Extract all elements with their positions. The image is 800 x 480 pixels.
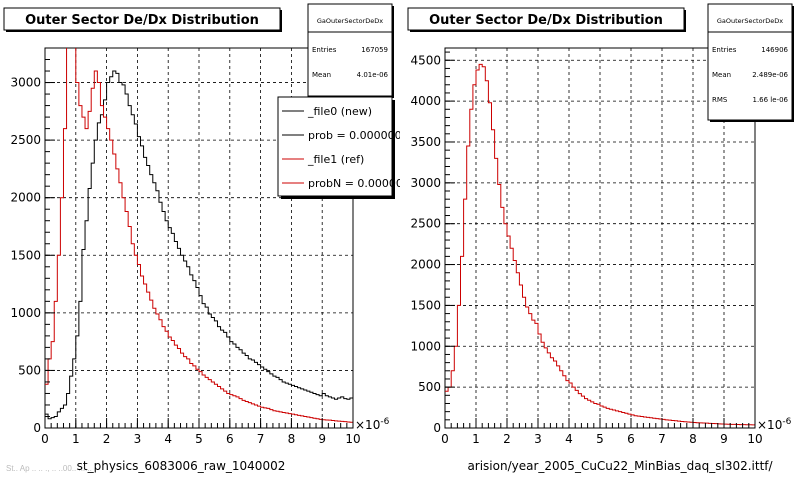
x-tick-label: 7	[658, 432, 666, 446]
stats-value: 1.66 le-06	[753, 96, 789, 104]
stats-value: 167059	[361, 46, 388, 54]
y-tick-label: 0	[33, 421, 41, 435]
x-tick-label: 6	[226, 432, 234, 446]
x-tick-label: 9	[720, 432, 728, 446]
y-tick-label: 2500	[10, 133, 41, 147]
x-tick-label: 3	[134, 432, 142, 446]
y-tick-label: 3000	[10, 76, 41, 90]
y-tick-label: 500	[18, 363, 41, 377]
series-line-0	[445, 63, 755, 426]
y-tick-label: 2000	[410, 258, 441, 272]
stats-label: Entries	[712, 46, 737, 54]
stats-box	[307, 3, 393, 97]
x-tick-label: 5	[596, 432, 604, 446]
x-exponent-label: ×10-6	[355, 417, 390, 432]
y-tick-label: 3000	[410, 176, 441, 190]
x-tick-label: 8	[689, 432, 697, 446]
stats-value: 2.489e-06	[752, 71, 788, 79]
chart-title: Outer Sector De/Dx Distribution	[25, 13, 259, 28]
y-tick-label: 0	[433, 421, 441, 435]
y-tick-label: 3500	[410, 135, 441, 149]
x-axis-label: st_physics_6083006_raw_1040002	[77, 459, 286, 473]
series-line-1	[45, 48, 353, 423]
x-tick-label: 2	[103, 432, 111, 446]
stats-title: GaOuterSectorDeDx	[717, 17, 783, 25]
stats-title: GaOuterSectorDeDx	[317, 17, 383, 25]
x-tick-label: 4	[164, 432, 172, 446]
x-tick-label: 6	[627, 432, 635, 446]
chart-left: 0 1 2 3 4 5 6 7 8 9 10 0 500 1000 1500 2000 2500 3000 ×10-…	[3, 3, 400, 473]
y-tick-label: 1000	[10, 306, 41, 320]
x-axis-label: arision/year_2005_CuCu22_MinBias_daq_sl3…	[467, 459, 773, 473]
x-tick-label: 5	[195, 432, 203, 446]
x-tick-label: 1	[472, 432, 480, 446]
footer-faint-text: St.. Ap .. .. ., .. ..00.. ..:...	[6, 464, 92, 473]
chart-right: 0 1 2 3 4 5 6 7 8 9 10 0 500 1000 1500 2000 2500 3000 3500…	[407, 3, 794, 473]
x-tick-label: 10	[345, 432, 360, 446]
y-tick-label: 2500	[410, 217, 441, 231]
x-tick-label: 0	[41, 432, 49, 446]
stats-label: Entries	[312, 46, 337, 54]
y-tick-label: 1500	[410, 298, 441, 312]
y-tick-label: 4000	[410, 94, 441, 108]
x-tick-label: 1	[72, 432, 80, 446]
x-exponent-label: ×10-6	[757, 417, 792, 432]
x-tick-label: 9	[318, 432, 326, 446]
x-tick-label: 7	[257, 432, 265, 446]
x-tick-label: 4	[565, 432, 573, 446]
stats-value: 4.01e-06	[357, 71, 389, 79]
y-tick-label: 1000	[410, 339, 441, 353]
y-tick-label: 1500	[10, 248, 41, 262]
stats-value: 146906	[761, 46, 788, 54]
legend-box	[277, 96, 393, 197]
legend-label: _file0 (new)	[307, 105, 372, 118]
legend-label: _file1 (ref)	[307, 153, 364, 166]
y-tick-label: 2000	[10, 191, 41, 205]
legend-label: probN = 0.000000	[308, 177, 400, 190]
legend-label: prob = 0.000000	[308, 129, 400, 142]
stats-label: RMS	[712, 96, 728, 104]
title-box	[3, 7, 281, 31]
stats-box	[707, 3, 793, 121]
x-tick-label: 2	[503, 432, 511, 446]
chart-title: Outer Sector De/Dx Distribution	[429, 13, 663, 28]
x-tick-label: 3	[534, 432, 542, 446]
x-tick-label: 0	[441, 432, 449, 446]
stats-label: Mean	[312, 71, 331, 79]
x-tick-label: 8	[288, 432, 296, 446]
y-tick-label: 500	[418, 380, 441, 394]
stats-label: Mean	[712, 71, 731, 79]
series-line-0	[45, 70, 353, 420]
y-tick-label: 4500	[410, 53, 441, 67]
x-tick-label: 10	[747, 432, 762, 446]
title-box	[407, 7, 685, 31]
